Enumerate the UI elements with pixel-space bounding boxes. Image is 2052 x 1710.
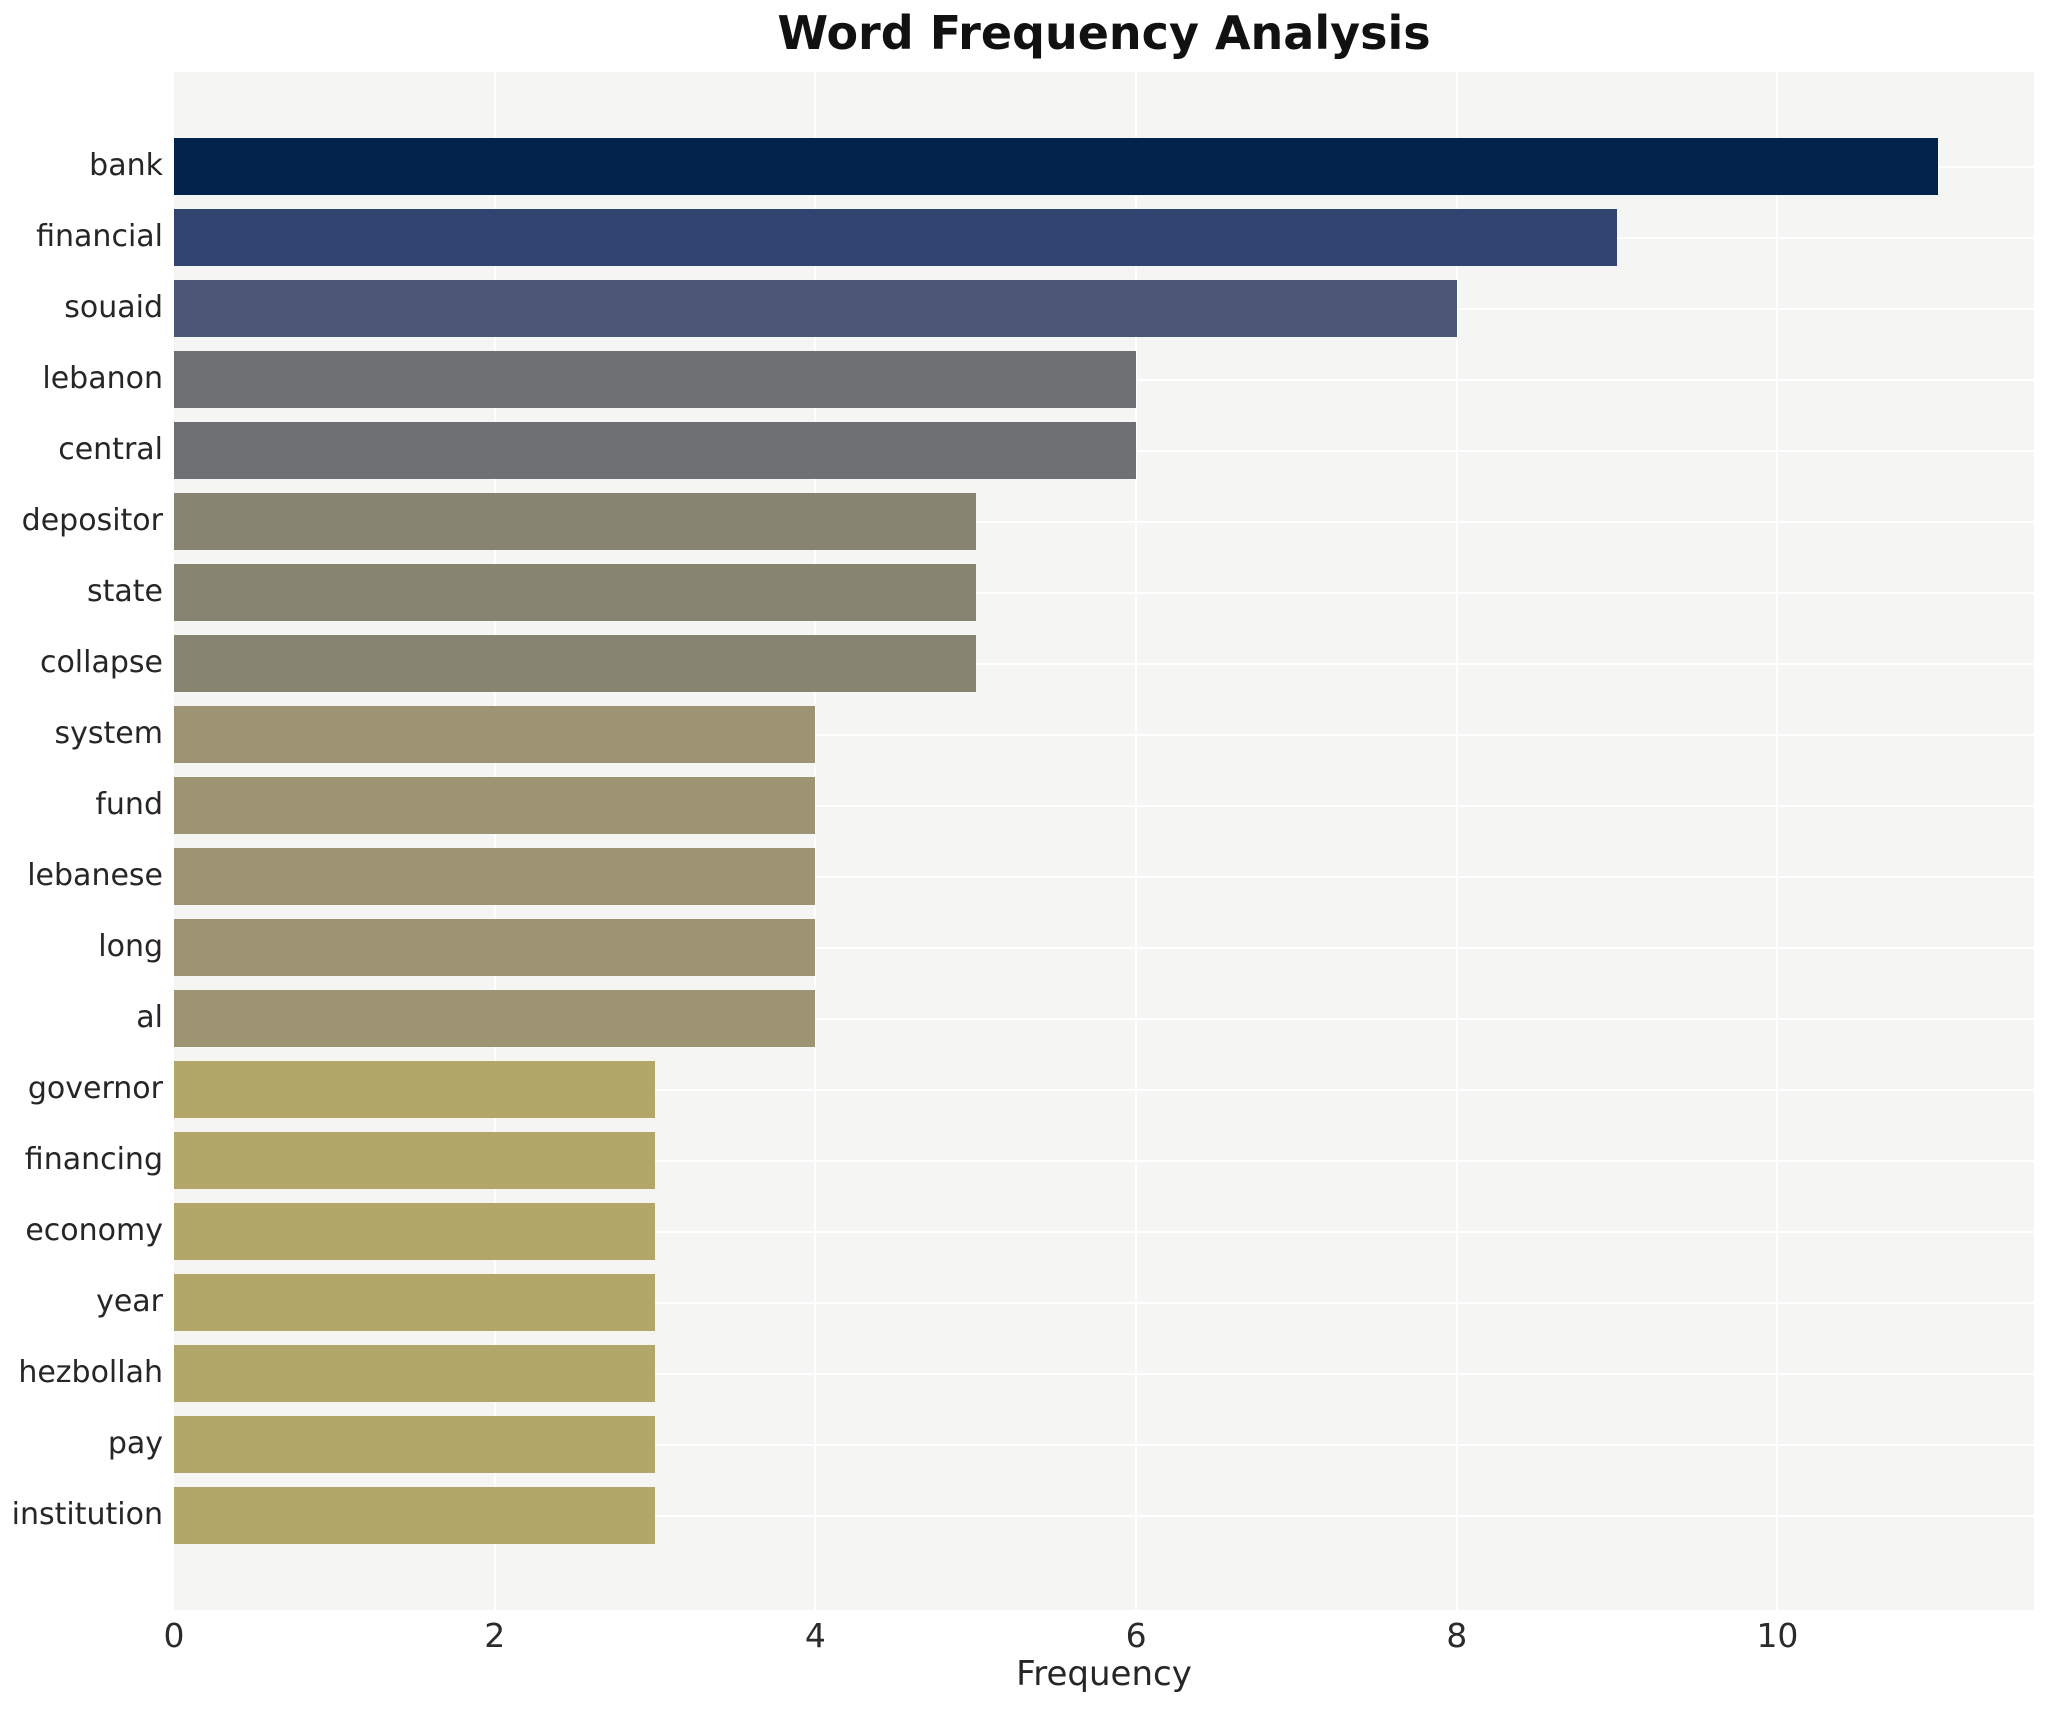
chart-title: Word Frequency Analysis [777, 6, 1431, 60]
bar-fund [174, 777, 816, 834]
category-label: bank [89, 147, 163, 183]
y-gridline [174, 946, 2034, 949]
x-tick-label: 10 [1756, 1616, 1799, 1655]
category-label: collapse [39, 644, 163, 680]
bar-al [174, 990, 816, 1047]
y-gridline [174, 733, 2034, 736]
x-gridline [1135, 72, 1138, 1610]
bar-bank [174, 138, 1938, 195]
category-label: hezbollah [18, 1354, 163, 1390]
bar-depositor [174, 493, 976, 550]
category-label: governor [27, 1070, 163, 1106]
y-gridline [174, 1088, 2034, 1091]
y-gridline [174, 520, 2034, 523]
category-label: lebanese [27, 857, 163, 893]
x-tick-label: 8 [1446, 1616, 1468, 1655]
bar-row: state [87, 564, 2034, 621]
bar-row: hezbollah [18, 1345, 2034, 1402]
bar-collapse [174, 635, 976, 692]
bar-row: souaid [64, 280, 2034, 337]
y-gridline [174, 1372, 2034, 1375]
bar-lebanese [174, 848, 816, 905]
bar-row: financial [36, 209, 2034, 266]
bar-row: institution [12, 1487, 2034, 1544]
bar-row: lebanon [42, 351, 2034, 408]
bar-row: lebanese [27, 848, 2034, 905]
bar-lebanon [174, 351, 1137, 408]
bar-row: al [136, 990, 2034, 1047]
category-label: souaid [64, 289, 163, 325]
category-label: depositor [21, 502, 163, 538]
y-gridline [174, 591, 2034, 594]
x-axis-label: Frequency [1016, 1654, 1192, 1694]
category-label: institution [11, 1496, 163, 1532]
bar-row: system [55, 706, 2034, 763]
category-label: economy [25, 1212, 163, 1248]
bar-long [174, 919, 816, 976]
category-label: long [98, 928, 163, 964]
category-label: lebanon [42, 360, 163, 396]
bar-row: economy [25, 1203, 2034, 1260]
x-tick-label: 6 [1125, 1616, 1147, 1655]
bar-row: pay [108, 1416, 2034, 1473]
y-gridline [174, 804, 2034, 807]
bar-system [174, 706, 816, 763]
bar-central [174, 422, 1137, 479]
bar-row: fund [95, 777, 2034, 834]
bar-row: financing [25, 1132, 2034, 1189]
bar-state [174, 564, 976, 621]
x-tick-label: 2 [484, 1616, 506, 1655]
bar-row: bank [89, 138, 2034, 195]
x-gridline [1455, 72, 1458, 1610]
x-gridline [493, 72, 496, 1610]
category-label: state [87, 573, 163, 609]
bar-financing [174, 1132, 656, 1189]
bar-row: central [58, 422, 2034, 479]
y-gridline [174, 1514, 2034, 1517]
y-gridline [174, 1159, 2034, 1162]
plot-area: bank financial souaid lebanon central deposit… [12, 72, 2034, 1610]
category-label: year [96, 1283, 163, 1319]
bar-governor [174, 1061, 656, 1118]
bar-financial [174, 209, 1618, 266]
category-label: pay [107, 1425, 163, 1461]
x-gridline [814, 72, 817, 1610]
y-gridline [174, 1301, 2034, 1304]
bar-pay [174, 1416, 656, 1473]
x-tick-label: 0 [163, 1616, 185, 1655]
bar-row: collapse [40, 635, 2034, 692]
x-tick-label: 4 [804, 1616, 826, 1655]
bar-souaid [174, 280, 1457, 337]
x-gridline [1776, 72, 1779, 1610]
bar-row: depositor [22, 493, 2034, 550]
bar-row: governor [28, 1061, 2034, 1118]
y-gridline [174, 662, 2034, 665]
category-label: financial [36, 218, 163, 254]
y-gridline [174, 875, 2034, 878]
category-label: al [136, 999, 163, 1035]
y-gridline [174, 1443, 2034, 1446]
category-label: fund [95, 786, 163, 822]
bar-hezbollah [174, 1345, 656, 1402]
category-label: financing [24, 1141, 163, 1177]
bar-economy [174, 1203, 656, 1260]
category-label: system [54, 715, 163, 751]
y-gridline [174, 1230, 2034, 1233]
bar-year [174, 1274, 656, 1331]
bar-rows: bank financial souaid lebanon central deposit… [12, 72, 2034, 1610]
bar-row: long [98, 919, 2034, 976]
category-label: central [58, 431, 163, 467]
bar-row: year [96, 1274, 2034, 1331]
bar-institution [174, 1487, 656, 1544]
y-gridline [174, 1017, 2034, 1020]
